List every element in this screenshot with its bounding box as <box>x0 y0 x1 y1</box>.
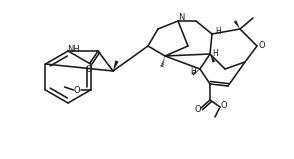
Text: H: H <box>190 68 196 76</box>
Text: O: O <box>259 41 265 49</box>
Text: O: O <box>73 86 80 94</box>
Text: O: O <box>195 106 201 114</box>
Polygon shape <box>234 20 240 29</box>
Text: H: H <box>215 27 221 35</box>
Text: O: O <box>86 65 92 73</box>
Text: NH: NH <box>68 45 80 55</box>
Polygon shape <box>113 60 118 71</box>
Text: O: O <box>221 101 227 111</box>
Text: H: H <box>212 48 218 58</box>
Polygon shape <box>210 54 215 63</box>
Text: N: N <box>178 13 184 21</box>
